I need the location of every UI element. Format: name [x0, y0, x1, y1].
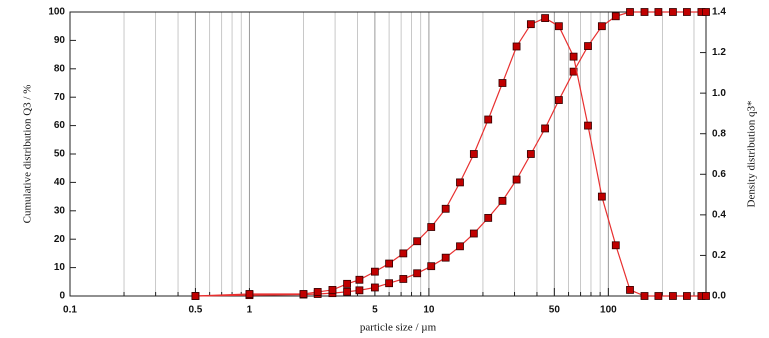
- y-tick-label: 20: [54, 234, 66, 245]
- data-point: [469, 229, 478, 238]
- data-point: [399, 249, 408, 258]
- y2-tick-label: 0.2: [712, 250, 726, 261]
- data-point: [611, 241, 620, 250]
- y2-axis-title: Density distribution q3*: [746, 101, 758, 208]
- data-point: [611, 12, 620, 21]
- y2-tick-label: 0.0: [712, 291, 726, 302]
- data-point: [702, 8, 710, 16]
- data-point: [526, 150, 535, 158]
- data-point: [640, 292, 649, 300]
- x-tick-label: 0.1: [63, 305, 77, 316]
- y2-tick-label: 0.8: [712, 128, 726, 139]
- data-point: [355, 286, 364, 295]
- data-point: [498, 196, 507, 205]
- data-point: [626, 286, 634, 294]
- y-tick-label: 30: [54, 205, 66, 216]
- y-axis-title: Cumulative distribution Q3 / %: [22, 85, 34, 224]
- y-tick-label: 70: [54, 92, 66, 103]
- data-point: [343, 279, 351, 288]
- y-tick-label: 10: [54, 262, 66, 273]
- y2-tick-label: 0.6: [712, 169, 726, 180]
- data-point: [328, 286, 337, 294]
- data-point: [456, 178, 464, 187]
- plot-frame: [69, 11, 707, 297]
- data-point: [541, 14, 549, 22]
- data-point: [498, 79, 507, 87]
- y2-tick-label: 1.2: [712, 47, 726, 58]
- data-point: [427, 262, 436, 271]
- data-point: [385, 259, 393, 268]
- data-point: [569, 52, 578, 61]
- data-point: [554, 96, 563, 104]
- data-point: [654, 8, 663, 16]
- data-point: [484, 115, 493, 124]
- data-point: [313, 288, 322, 296]
- data-point: [245, 290, 254, 298]
- data-point: [413, 237, 422, 246]
- data-point: [541, 124, 549, 133]
- data-point: [669, 8, 677, 16]
- data-point: [597, 22, 606, 31]
- data-point: [370, 283, 379, 292]
- y-tick-label: 40: [54, 177, 66, 188]
- data-point: [683, 8, 691, 16]
- x-axis-title: particle size / µm: [360, 322, 437, 334]
- data-point: [584, 121, 592, 130]
- y-tick-label: 100: [48, 7, 65, 18]
- x-tick-label: 0.5: [188, 305, 202, 316]
- data-point: [427, 223, 436, 231]
- y-tick-label: 90: [54, 35, 66, 46]
- data-point: [370, 267, 379, 276]
- data-point: [343, 287, 351, 296]
- y-tick-label: 60: [54, 120, 66, 131]
- x-tick-label: 1: [247, 305, 253, 316]
- data-point: [584, 42, 592, 50]
- data-point: [526, 20, 535, 29]
- data-point: [441, 204, 450, 213]
- x-tick-label: 100: [600, 305, 617, 316]
- data-point: [299, 290, 308, 298]
- data-point: [399, 275, 408, 283]
- y-tick-label: 0: [59, 291, 65, 302]
- data-point: [654, 292, 663, 300]
- y2-tick-label: 0.4: [712, 209, 726, 220]
- data-point: [385, 279, 393, 288]
- data-point: [626, 8, 634, 16]
- data-point: [554, 22, 563, 31]
- y-tick-label: 80: [54, 63, 66, 74]
- series-line: [195, 11, 706, 297]
- data-point: [469, 150, 478, 158]
- x-tick-label: 5: [372, 305, 378, 316]
- data-point: [640, 8, 649, 16]
- y2-tick-label: 1.4: [712, 7, 726, 18]
- data-point: [512, 42, 521, 51]
- data-point: [597, 192, 606, 201]
- data-point: [683, 292, 691, 300]
- data-point: [355, 275, 364, 284]
- data-point: [456, 242, 464, 251]
- data-point: [702, 292, 710, 300]
- x-tick-label: 50: [549, 305, 561, 316]
- data-point: [484, 213, 493, 222]
- data-point: [441, 253, 450, 262]
- y2-tick-label: 1.0: [712, 88, 726, 99]
- data-point: [413, 269, 422, 278]
- data-point: [669, 292, 677, 300]
- data-point: [191, 292, 200, 300]
- x-tick-label: 10: [423, 305, 435, 316]
- data-point: [512, 175, 521, 184]
- y-tick-label: 50: [54, 149, 66, 160]
